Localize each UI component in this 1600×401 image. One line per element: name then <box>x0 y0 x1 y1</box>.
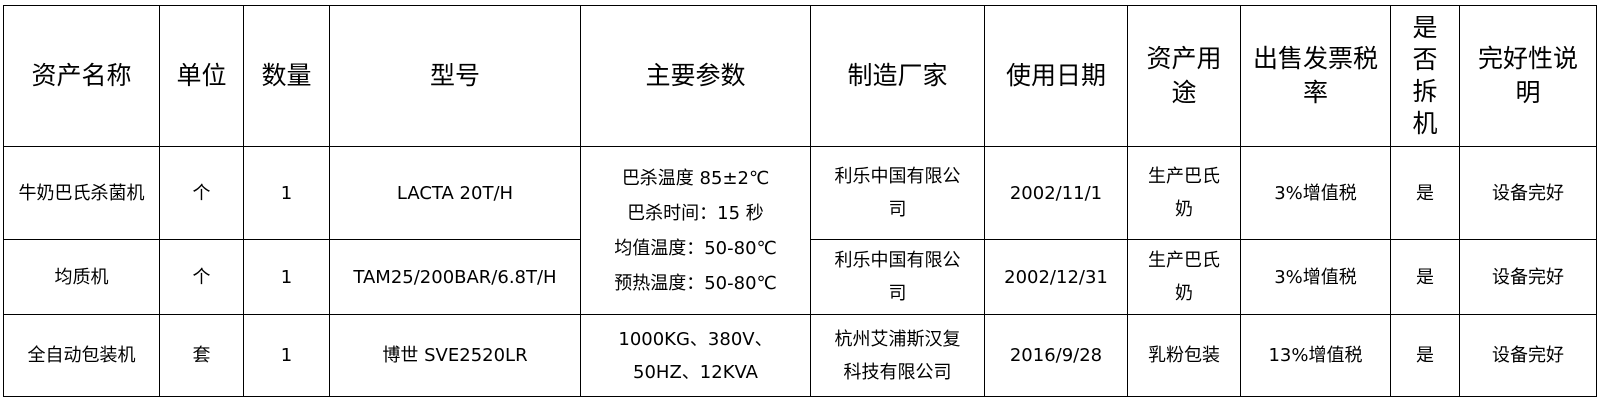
header-tax: 出售发票税率 <box>1240 5 1391 147</box>
param-line: 均值温度：50-80℃ <box>614 237 777 259</box>
cell-usage: 乳粉包装 <box>1127 314 1241 397</box>
cell-usage: 生产巴氏奶 <box>1127 146 1241 240</box>
cell-maker: 杭州艾浦斯汉复科技有限公司 <box>810 314 985 397</box>
cell-condition: 设备完好 <box>1459 146 1597 240</box>
header-maker: 制造厂家 <box>810 5 985 147</box>
cell-name: 牛奶巴氏杀菌机 <box>3 146 160 240</box>
param-line: 巴杀时间：15 秒 <box>627 202 764 224</box>
header-unit: 单位 <box>159 5 244 147</box>
header-row: 资产名称 单位 数量 型号 主要参数 制造厂家 使用日期 资产用途 出售发票税率… <box>3 5 1597 147</box>
header-quantity: 数量 <box>243 5 330 147</box>
cell-condition: 设备完好 <box>1459 239 1597 315</box>
header-usage: 资产用途 <box>1127 5 1241 147</box>
cell-params: 巴杀温度 85±2℃ 巴杀时间：15 秒 均值温度：50-80℃ 预热温度：50… <box>580 146 811 315</box>
cell-model: TAM25/200BAR/6.8T/H <box>329 239 581 315</box>
table-row: 均质机 个 1 TAM25/200BAR/6.8T/H 利乐中国有限公司 200… <box>3 239 1597 315</box>
cell-qty: 1 <box>243 314 330 397</box>
cell-condition: 设备完好 <box>1459 314 1597 397</box>
cell-unit: 个 <box>159 239 244 315</box>
cell-tax: 3%增值税 <box>1240 146 1391 240</box>
cell-maker: 利乐中国有限公司 <box>810 239 985 315</box>
cell-maker: 利乐中国有限公司 <box>810 146 985 240</box>
cell-date: 2016/9/28 <box>984 314 1128 397</box>
header-date: 使用日期 <box>984 5 1128 147</box>
cell-name: 均质机 <box>3 239 160 315</box>
cell-usage: 生产巴氏奶 <box>1127 239 1241 315</box>
header-dismantle: 是否拆机 <box>1390 5 1460 147</box>
cell-tax: 3%增值税 <box>1240 239 1391 315</box>
cell-qty: 1 <box>243 239 330 315</box>
param-line: 巴杀温度 85±2℃ <box>621 167 770 189</box>
cell-dismantle: 是 <box>1390 239 1460 315</box>
table-row: 全自动包装机 套 1 博世 SVE2520LR 1000KG、380V、50HZ… <box>3 314 1597 397</box>
header-params: 主要参数 <box>580 5 811 147</box>
cell-qty: 1 <box>243 146 330 240</box>
cell-dismantle: 是 <box>1390 146 1460 240</box>
asset-table: 资产名称 单位 数量 型号 主要参数 制造厂家 使用日期 资产用途 出售发票税率… <box>3 5 1597 397</box>
cell-model: 博世 SVE2520LR <box>329 314 581 397</box>
cell-name: 全自动包装机 <box>3 314 160 397</box>
param-line: 预热温度：50-80℃ <box>614 272 777 294</box>
cell-dismantle: 是 <box>1390 314 1460 397</box>
header-model: 型号 <box>329 5 581 147</box>
cell-date: 2002/11/1 <box>984 146 1128 240</box>
cell-date: 2002/12/31 <box>984 239 1128 315</box>
cell-tax: 13%增值税 <box>1240 314 1391 397</box>
cell-unit: 个 <box>159 146 244 240</box>
header-asset-name: 资产名称 <box>3 5 160 147</box>
header-condition: 完好性说明 <box>1459 5 1597 147</box>
cell-unit: 套 <box>159 314 244 397</box>
table-row: 牛奶巴氏杀菌机 个 1 LACTA 20T/H 巴杀温度 85±2℃ 巴杀时间：… <box>3 146 1597 315</box>
cell-params: 1000KG、380V、50HZ、12KVA <box>580 314 811 397</box>
cell-model: LACTA 20T/H <box>329 146 581 240</box>
